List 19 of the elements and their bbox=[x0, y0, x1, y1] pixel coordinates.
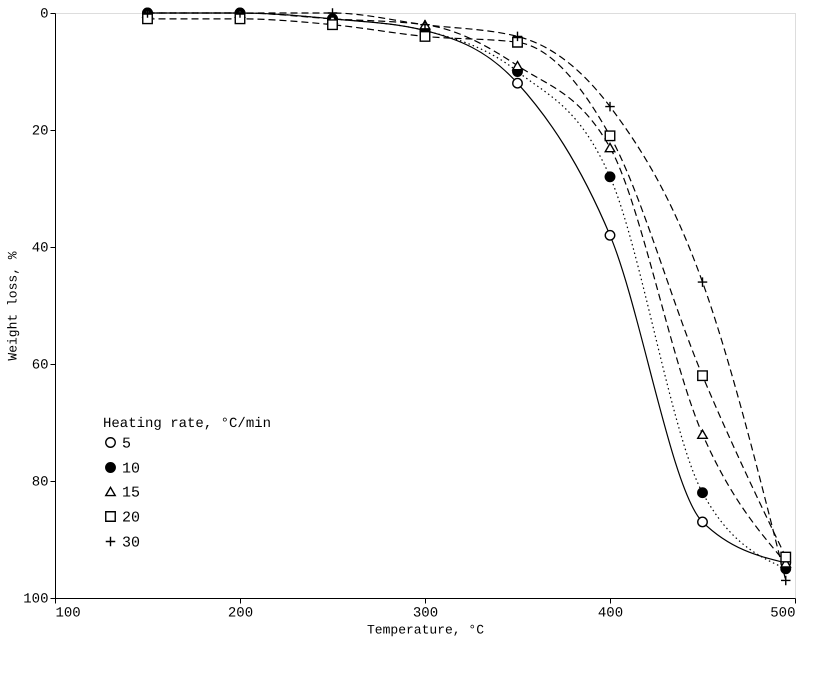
y-tick-label: 80 bbox=[32, 474, 48, 490]
legend-label: 20 bbox=[122, 510, 140, 526]
x-tick-label: 200 bbox=[228, 606, 254, 622]
x-axis-title: Temperature, °C bbox=[366, 622, 484, 638]
y-tick-label: 100 bbox=[23, 592, 48, 608]
legend-label: 10 bbox=[122, 460, 140, 478]
legend-label: 5 bbox=[122, 436, 132, 452]
x-tick-label: 500 bbox=[770, 606, 796, 622]
y-axis-title: Weight loss, % bbox=[5, 251, 20, 361]
legend-label: 15 bbox=[122, 484, 140, 502]
legend-title: Heating rate, °C/min bbox=[103, 416, 272, 432]
x-tick-label: 300 bbox=[412, 606, 438, 622]
x-tick-label: 100 bbox=[56, 606, 81, 622]
y-tick-label: 0 bbox=[40, 6, 48, 22]
y-tick-label: 60 bbox=[32, 358, 48, 374]
y-tick-label: 40 bbox=[32, 240, 48, 256]
y-tick-label: 20 bbox=[32, 124, 48, 140]
x-tick-label: 400 bbox=[598, 606, 624, 622]
legend-label: 30 bbox=[122, 534, 140, 552]
